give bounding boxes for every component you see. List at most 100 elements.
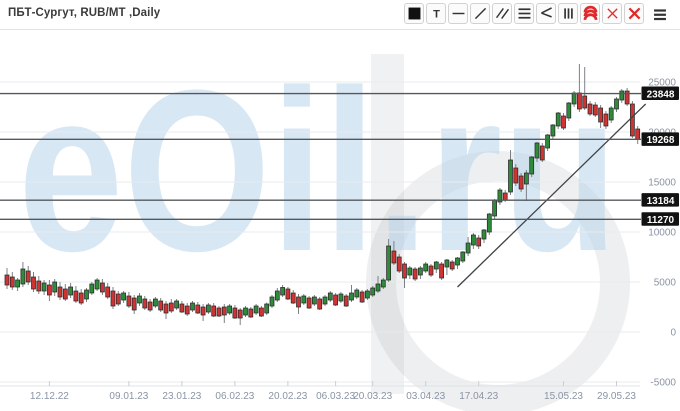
candle-up bbox=[354, 289, 360, 298]
price-badge bbox=[641, 193, 679, 207]
candle-up bbox=[89, 283, 95, 294]
candle-up bbox=[322, 296, 328, 305]
hline-tool-button[interactable] bbox=[448, 3, 468, 24]
delete-all-tool-button[interactable] bbox=[624, 3, 644, 24]
candle-down bbox=[100, 282, 105, 293]
candle-up bbox=[349, 292, 354, 301]
candle-up bbox=[121, 292, 126, 301]
y-axis-label: 10000 bbox=[648, 228, 676, 239]
fan-tool-button[interactable] bbox=[536, 3, 556, 24]
menu-button[interactable] bbox=[650, 6, 670, 23]
candle-up bbox=[174, 300, 179, 309]
price-badge-label: 13184 bbox=[647, 196, 675, 207]
grid-lines bbox=[0, 81, 640, 383]
candle-down bbox=[9, 276, 15, 288]
candle-down bbox=[221, 306, 227, 316]
candle-up bbox=[465, 242, 471, 254]
candle-down bbox=[158, 300, 164, 311]
candle-down bbox=[561, 115, 566, 129]
candle-down bbox=[57, 286, 63, 298]
red-x-thin-icon bbox=[606, 8, 618, 19]
candle-down bbox=[396, 256, 402, 272]
candle-up bbox=[460, 251, 466, 262]
candle-down bbox=[184, 305, 190, 315]
gray-watermark-bar bbox=[371, 54, 404, 394]
candle-down bbox=[317, 298, 323, 310]
svg-text:T: T bbox=[433, 8, 440, 20]
trendline-tool-button[interactable] bbox=[470, 3, 490, 24]
candle-up bbox=[365, 290, 370, 299]
candle-up bbox=[608, 107, 614, 121]
x-axis-label: 15.05.23 bbox=[544, 391, 583, 402]
y-axis-label: 5000 bbox=[654, 278, 677, 289]
candle-up bbox=[571, 92, 577, 105]
horizontal-line-icon bbox=[452, 12, 464, 15]
candle-down bbox=[592, 104, 598, 116]
candle-up bbox=[524, 172, 529, 185]
red-x-bold-icon bbox=[628, 7, 640, 20]
candle-down bbox=[237, 309, 243, 319]
candle-up bbox=[153, 298, 158, 307]
candle-down bbox=[391, 250, 397, 264]
arcs-tool-button[interactable] bbox=[580, 3, 600, 24]
candle-up bbox=[566, 102, 572, 119]
candle-down bbox=[163, 303, 169, 314]
candle-up bbox=[418, 267, 423, 276]
color-swatch-button[interactable] bbox=[404, 3, 424, 24]
candle-down bbox=[147, 301, 153, 311]
candle-up bbox=[84, 289, 89, 300]
double-diagonal-icon bbox=[495, 7, 509, 20]
x-axis: 12.12.22 09.01.23 23.01.23 06.02.23 20.02.23… bbox=[0, 381, 640, 402]
candle-down bbox=[577, 92, 582, 110]
candle-up bbox=[550, 124, 556, 137]
candle-up bbox=[274, 290, 280, 301]
candle-down bbox=[630, 103, 635, 137]
candle-down bbox=[412, 268, 418, 280]
candle-up bbox=[269, 296, 275, 307]
candle-up bbox=[94, 279, 100, 290]
candle-up bbox=[280, 287, 285, 296]
candle-down bbox=[333, 294, 338, 306]
candle-down bbox=[449, 261, 455, 270]
candle-up bbox=[227, 305, 232, 314]
watermark-text: eOil.ru bbox=[18, 42, 618, 299]
candle-down bbox=[115, 293, 121, 305]
angle-lines-icon bbox=[540, 7, 552, 18]
vlines-tool-button[interactable] bbox=[558, 3, 578, 24]
price-badge-label: 23848 bbox=[647, 89, 675, 100]
candle-down bbox=[306, 297, 312, 309]
candle-down bbox=[539, 145, 545, 161]
candle-up bbox=[534, 142, 540, 159]
candle-down bbox=[428, 265, 434, 276]
candle-up bbox=[545, 134, 550, 149]
candle-down bbox=[47, 284, 52, 296]
candle-down bbox=[513, 167, 519, 184]
candle-down bbox=[296, 296, 301, 308]
candle-up bbox=[137, 295, 142, 304]
delete-tool-button[interactable] bbox=[602, 3, 622, 24]
diagonal-line-icon bbox=[474, 7, 486, 20]
candle-down bbox=[259, 307, 264, 317]
y-axis-labels: 2500020000150001000050000-5000 bbox=[648, 78, 676, 389]
candle-down bbox=[518, 175, 524, 190]
candle-up bbox=[264, 303, 270, 314]
x-axis-label: 06.02.23 bbox=[215, 391, 254, 402]
candle-down bbox=[195, 304, 201, 314]
candle-up bbox=[190, 302, 195, 311]
x-axis-label: 20.03.23 bbox=[353, 391, 392, 402]
chart-header: ПБТ-Сургут, RUB/МТ ,Daily T bbox=[0, 0, 680, 30]
candle-down bbox=[200, 306, 206, 316]
trend-line[interactable] bbox=[457, 103, 647, 288]
candle-up bbox=[423, 263, 429, 272]
candle-up bbox=[370, 287, 376, 296]
price-badge bbox=[641, 212, 679, 226]
text-tool-button[interactable]: T bbox=[426, 3, 446, 24]
x-axis-label: 12.12.22 bbox=[30, 391, 69, 402]
y-axis-label: 0 bbox=[670, 328, 676, 339]
x-axis-label: 20.02.23 bbox=[268, 391, 307, 402]
candle-up bbox=[529, 156, 535, 175]
candle-down bbox=[78, 292, 84, 304]
channel-tool-button[interactable] bbox=[492, 3, 512, 24]
levels-tool-button[interactable] bbox=[514, 3, 534, 24]
